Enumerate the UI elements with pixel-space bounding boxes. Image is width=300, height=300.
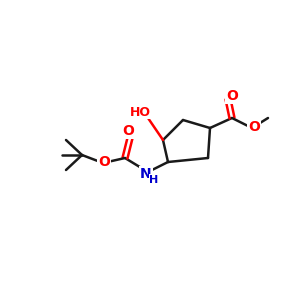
Text: O: O xyxy=(248,120,260,134)
Text: H: H xyxy=(149,175,159,185)
Text: O: O xyxy=(122,124,134,138)
Text: O: O xyxy=(226,89,238,103)
Text: N: N xyxy=(140,167,152,181)
Text: O: O xyxy=(98,155,110,169)
Text: HO: HO xyxy=(130,106,151,118)
